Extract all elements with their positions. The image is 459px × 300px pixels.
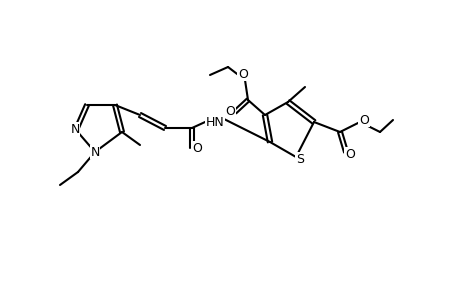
Text: N: N [90, 146, 100, 158]
Text: O: O [224, 104, 235, 118]
Text: S: S [295, 152, 303, 166]
Text: O: O [358, 113, 368, 127]
Text: O: O [344, 148, 354, 160]
Text: O: O [238, 68, 247, 80]
Text: O: O [192, 142, 202, 154]
Text: HN: HN [205, 116, 224, 128]
Text: N: N [70, 122, 79, 136]
